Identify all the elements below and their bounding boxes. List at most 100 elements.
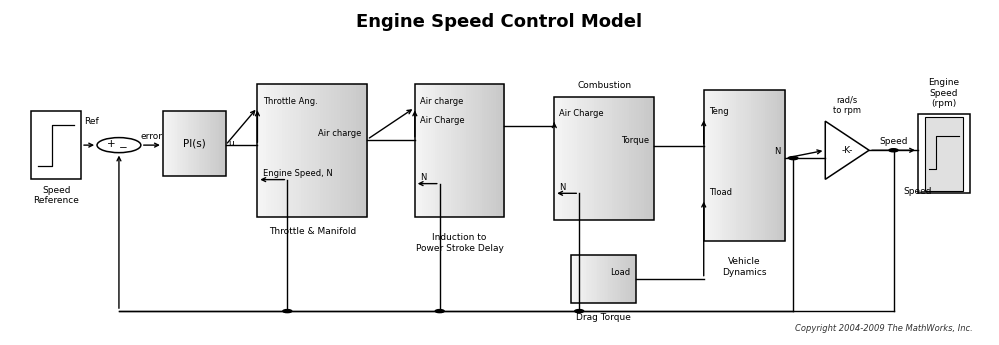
Bar	[191, 111, 193, 176]
Bar	[444, 83, 447, 217]
Text: Load: Load	[609, 268, 630, 277]
Bar	[345, 83, 349, 217]
Text: −: −	[119, 143, 127, 153]
Circle shape	[574, 309, 583, 313]
Bar	[584, 255, 586, 303]
Bar	[224, 111, 226, 176]
Bar	[447, 83, 449, 217]
Bar	[734, 90, 737, 241]
Bar	[451, 83, 454, 217]
Bar	[274, 83, 277, 217]
Bar	[569, 97, 572, 220]
Bar	[429, 83, 431, 217]
Bar	[435, 83, 438, 217]
Bar	[176, 111, 178, 176]
Text: Engine
Speed
(rpm): Engine Speed (rpm)	[928, 78, 959, 108]
Bar	[460, 83, 463, 217]
Bar	[365, 83, 368, 217]
Bar	[639, 97, 642, 220]
Bar	[581, 255, 583, 303]
Bar	[576, 255, 578, 303]
Bar	[489, 83, 492, 217]
Bar	[172, 111, 174, 176]
Bar	[210, 111, 212, 176]
Bar	[606, 97, 609, 220]
Bar	[750, 90, 753, 241]
Bar	[600, 255, 602, 303]
Bar	[631, 97, 634, 220]
Bar	[571, 255, 573, 303]
Bar	[636, 97, 639, 220]
Text: Engine Speed Control Model: Engine Speed Control Model	[357, 13, 642, 31]
Bar	[724, 90, 726, 241]
Bar	[703, 90, 785, 241]
Bar	[315, 83, 319, 217]
Bar	[291, 83, 294, 217]
Bar	[585, 255, 588, 303]
Bar	[925, 117, 963, 191]
Bar	[453, 83, 456, 217]
Text: Throttle Ang.: Throttle Ang.	[264, 97, 318, 106]
Text: Speed: Speed	[879, 137, 908, 146]
Bar	[608, 255, 610, 303]
Bar	[589, 255, 591, 303]
Bar	[649, 97, 652, 220]
Bar	[474, 83, 476, 217]
Bar	[579, 255, 581, 303]
Bar	[258, 83, 367, 217]
Bar	[258, 83, 261, 217]
Text: Speed: Speed	[903, 187, 932, 196]
Bar	[748, 90, 751, 241]
Bar	[601, 97, 604, 220]
Bar	[417, 83, 420, 217]
Bar	[420, 83, 422, 217]
Bar	[304, 83, 308, 217]
Bar	[591, 97, 594, 220]
Bar	[332, 83, 335, 217]
Bar	[710, 90, 712, 241]
Bar	[613, 255, 615, 303]
Bar	[566, 97, 569, 220]
Bar	[742, 90, 745, 241]
Bar	[467, 83, 470, 217]
Bar	[576, 97, 579, 220]
Bar	[185, 111, 187, 176]
Bar	[564, 97, 567, 220]
Bar	[596, 97, 599, 220]
Bar	[593, 255, 596, 303]
Bar	[611, 255, 613, 303]
Text: PI(s): PI(s)	[183, 138, 206, 148]
Bar	[337, 83, 340, 217]
Bar	[597, 255, 599, 303]
Bar	[168, 111, 170, 176]
Bar	[767, 90, 769, 241]
Bar	[606, 255, 609, 303]
Bar	[618, 255, 620, 303]
Bar	[204, 111, 206, 176]
Text: Drag Torque: Drag Torque	[576, 313, 631, 322]
Bar	[485, 83, 488, 217]
Bar	[165, 111, 167, 176]
Bar	[266, 83, 269, 217]
Bar	[212, 111, 214, 176]
Bar	[438, 83, 440, 217]
Bar	[571, 97, 574, 220]
Bar	[765, 90, 767, 241]
Bar	[624, 255, 626, 303]
Bar	[574, 97, 577, 220]
Bar	[465, 83, 467, 217]
Bar	[174, 111, 176, 176]
Bar	[183, 111, 185, 176]
Bar	[761, 90, 763, 241]
Bar	[424, 83, 427, 217]
Bar	[632, 255, 634, 303]
Bar	[629, 97, 632, 220]
Bar	[351, 83, 354, 217]
Bar	[595, 255, 597, 303]
Bar	[310, 83, 313, 217]
Bar	[634, 97, 637, 220]
Bar	[752, 90, 755, 241]
Bar	[213, 111, 215, 176]
Text: N: N	[774, 147, 780, 156]
Text: Teng: Teng	[708, 107, 728, 116]
